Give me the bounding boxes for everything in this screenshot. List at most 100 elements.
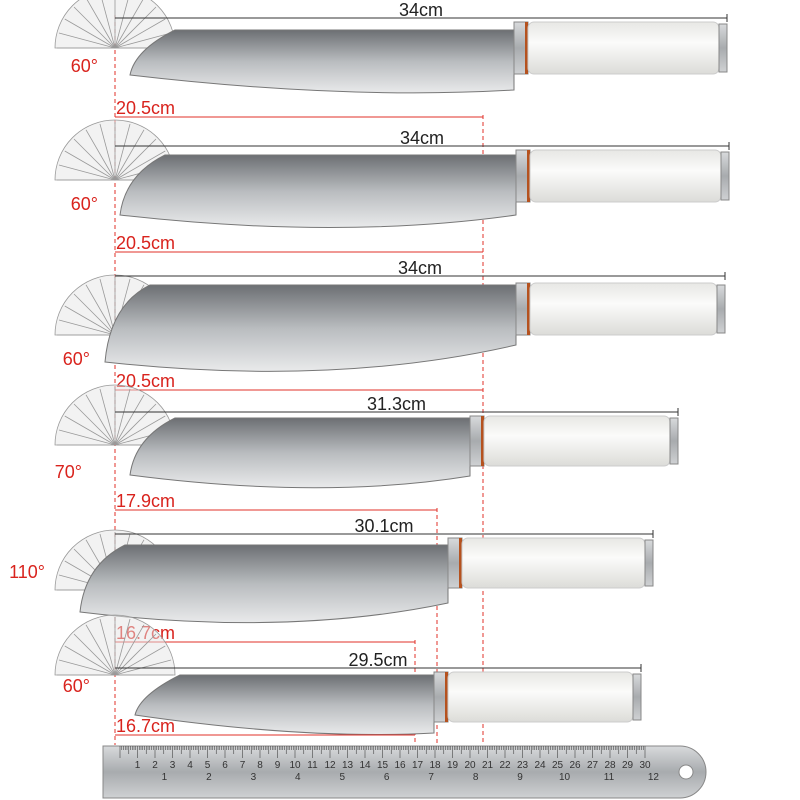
bolster-ring [527, 283, 530, 335]
protractor-ray [58, 319, 116, 336]
inch-label: 6 [384, 772, 390, 783]
protractor-ray [73, 403, 116, 446]
bolster-ring [525, 22, 528, 74]
handle-cap [716, 284, 726, 334]
cm-label: 23 [517, 760, 529, 771]
protractor [54, 0, 176, 49]
protractor-ray [114, 6, 157, 49]
handle [529, 282, 718, 336]
inch-label: 9 [517, 772, 523, 783]
blade [129, 29, 515, 94]
protractor-ray [99, 618, 116, 676]
inch-label: 10 [559, 772, 571, 783]
cm-label: 19 [447, 760, 459, 771]
protractor-ray [114, 645, 166, 676]
handle-cap [718, 23, 728, 73]
angle: 70° [55, 462, 82, 482]
knife: 31.3cm 17.9cm 70° [54, 384, 679, 511]
cm-label: 21 [482, 760, 494, 771]
protractor-ray [114, 0, 129, 49]
handle-cap [632, 673, 642, 721]
cm-label: 25 [552, 760, 564, 771]
angle: 60° [71, 56, 98, 76]
total-length: 30.1cm [354, 516, 413, 536]
protractor-ray [114, 403, 157, 446]
cm-label: 14 [359, 760, 371, 771]
handle [483, 415, 671, 467]
bolster-ring [527, 150, 530, 202]
knife: 34cm 20.5cm 60° [54, 0, 728, 118]
ruler: 1 2 3 4 5 6 7 8 9 10 11 12 13 14 15 16 17 18 19 20 21 22 23 24 2… [102, 745, 707, 799]
handle-cap [669, 417, 679, 465]
protractor-ray [64, 150, 116, 181]
protractor-ray [85, 624, 116, 676]
cm-label: 22 [499, 760, 511, 771]
cm-label: 5 [205, 760, 211, 771]
cm-label: 29 [622, 760, 634, 771]
protractor-ray [114, 618, 131, 676]
cm-label: 24 [534, 760, 546, 771]
blade-length: 17.9cm [116, 491, 175, 511]
cm-label: 2 [152, 760, 158, 771]
angle: 110° [9, 562, 45, 582]
cm-label: 26 [569, 760, 581, 771]
total-length: 34cm [398, 258, 442, 278]
protractor-ray [114, 624, 145, 676]
angle: 60° [71, 194, 98, 214]
handle [461, 537, 646, 589]
cm-label: 9 [275, 760, 281, 771]
protractor-ray [99, 388, 116, 446]
protractor-ray [114, 394, 145, 446]
blade [129, 417, 471, 489]
inch-label: 3 [251, 772, 257, 783]
protractor-ray [85, 129, 116, 181]
protractor-ray [85, 394, 116, 446]
inch-label: 8 [473, 772, 479, 783]
cm-label: 10 [289, 760, 301, 771]
angle: 60° [63, 676, 90, 696]
cm-label: 7 [240, 760, 246, 771]
cm-label: 3 [170, 760, 176, 771]
cm-label: 18 [429, 760, 441, 771]
total-length: 34cm [399, 0, 443, 20]
knife: 34cm 20.5cm 60° [54, 119, 730, 253]
handle [447, 671, 634, 723]
handle [529, 149, 722, 203]
cm-label: 20 [464, 760, 476, 771]
inch-label: 4 [295, 772, 301, 783]
protractor-ray [73, 138, 116, 181]
handle [527, 21, 720, 75]
blade-length: 20.5cm [116, 371, 175, 391]
cm-label: 27 [587, 760, 599, 771]
handle-cap [720, 151, 730, 201]
cm-label: 16 [394, 760, 406, 771]
cm-label: 11 [307, 760, 318, 771]
protractor-ray [64, 305, 116, 336]
inch-label: 2 [206, 772, 212, 783]
cm-label: 15 [377, 760, 389, 771]
protractor-ray [73, 633, 116, 676]
bolster-ring [481, 416, 484, 466]
total-length: 31.3cm [367, 394, 426, 414]
protractor-ray [58, 32, 116, 49]
protractor-ray [114, 415, 166, 446]
cm-label: 6 [222, 760, 228, 771]
inch-label: 7 [428, 772, 434, 783]
total-length: 29.5cm [348, 650, 407, 670]
protractor-ray [58, 429, 116, 446]
cm-label: 30 [639, 760, 651, 771]
knife: 34cm 20.5cm 60° [54, 258, 726, 391]
cm-label: 4 [187, 760, 193, 771]
protractor-ray [73, 6, 116, 49]
cm-label: 13 [342, 760, 354, 771]
angle: 60° [63, 349, 90, 369]
blade-length: 20.5cm [116, 98, 175, 118]
cm-label: 8 [257, 760, 263, 771]
inch-label: 5 [339, 772, 345, 783]
protractor-ray [114, 388, 131, 446]
protractor-ray [114, 150, 166, 181]
cm-label: 17 [412, 760, 424, 771]
protractor-ray [114, 129, 145, 181]
blade [119, 154, 517, 228]
